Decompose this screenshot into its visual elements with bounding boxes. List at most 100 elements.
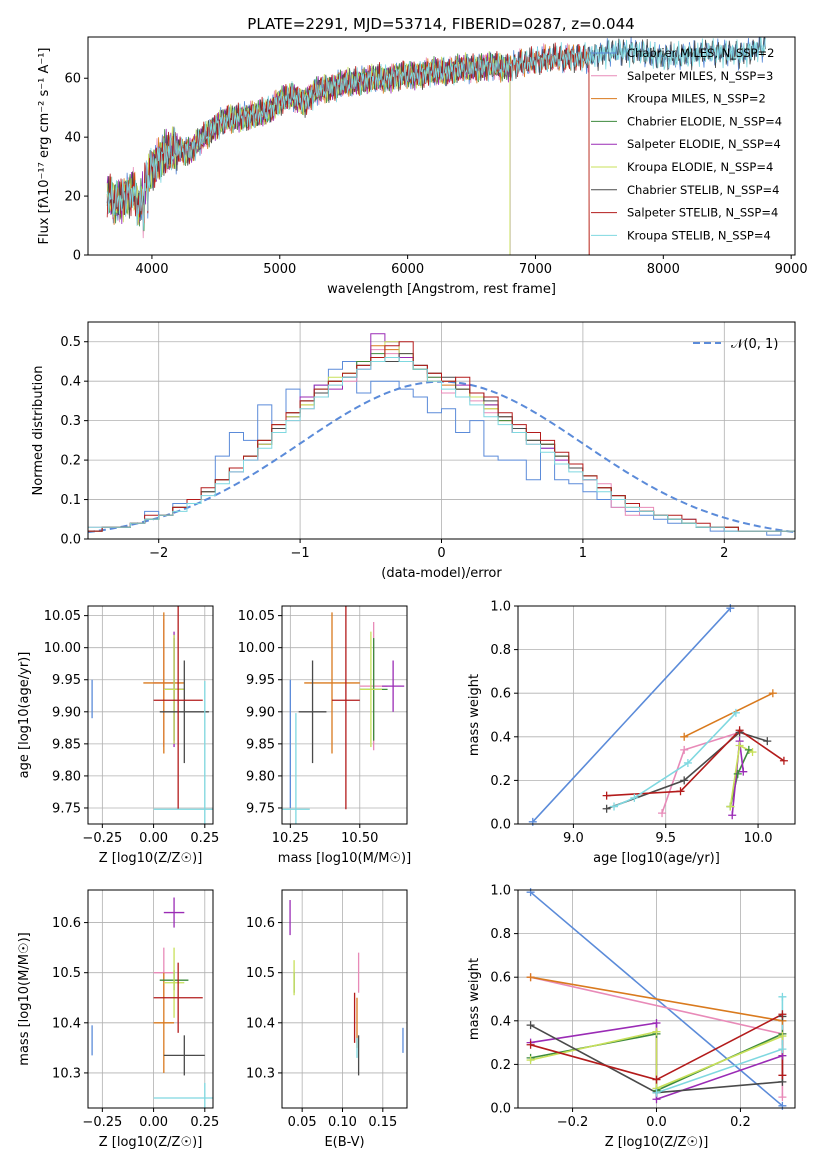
y-tick-label: 0.4 xyxy=(490,1014,511,1029)
y-tick-label: 40 xyxy=(64,131,81,146)
y-tick-label: 9.85 xyxy=(52,737,81,752)
weight-marker xyxy=(526,973,535,982)
y-tick-label: 0.2 xyxy=(490,774,511,789)
x-tick-label: 0.10 xyxy=(328,1115,357,1130)
errorbar-point xyxy=(163,1035,205,1076)
y-axis-label: Normed distribution xyxy=(31,366,46,496)
weight-marker xyxy=(610,802,619,811)
legend-label: Salpeter MILES, N_SSP=3 xyxy=(627,69,773,83)
weight-line xyxy=(683,692,774,738)
x-axis-label: mass [log10(M/M☉)] xyxy=(278,851,411,866)
plot-area xyxy=(91,606,213,824)
legend-label: Kroupa ELODIE, N_SSP=4 xyxy=(627,160,773,174)
errorbar-point xyxy=(163,897,185,928)
x-tick-label: 10.25 xyxy=(272,831,309,846)
axes-frame xyxy=(517,605,796,825)
panel-ebv-mass: 0.05 0.10 0.15 10.3 10.4 10.5 10.6 E(B-V) xyxy=(246,889,408,1150)
weight-marker xyxy=(602,804,611,813)
y-tick-label: 0.6 xyxy=(490,687,511,702)
y-tick-label: 9.95 xyxy=(52,673,81,688)
x-tick-label: 1 xyxy=(579,546,587,561)
errorbar-point xyxy=(298,660,327,764)
y-tick-label: 0.4 xyxy=(60,375,81,390)
y-tick-label: 0.4 xyxy=(490,730,511,745)
weight-marker xyxy=(683,758,692,767)
y-tick-label: 10.5 xyxy=(52,966,81,981)
y-tick-label: 9.95 xyxy=(246,673,275,688)
plot-area xyxy=(532,607,785,823)
weight-marker xyxy=(680,776,689,785)
weight-marker xyxy=(763,737,772,746)
y-tick-label: 0.0 xyxy=(490,818,511,833)
y-tick-label: 10.5 xyxy=(246,966,275,981)
y-tick-label: 1.0 xyxy=(490,600,511,615)
x-tick-label: 4000 xyxy=(135,262,168,277)
axes-frame xyxy=(281,889,408,1109)
x-tick-label: 9.5 xyxy=(655,831,676,846)
weight-line xyxy=(606,731,768,810)
y-tick-label: 9.80 xyxy=(52,769,81,784)
plot-area xyxy=(289,900,404,1076)
y-tick-label: 0.1 xyxy=(60,493,81,508)
y-tick-label: 9.85 xyxy=(246,737,275,752)
plot-area xyxy=(282,606,405,824)
errorbar-point xyxy=(143,612,185,754)
weight-marker xyxy=(778,1093,787,1102)
x-tick-label: 5000 xyxy=(263,262,296,277)
weight-line xyxy=(530,1030,783,1090)
x-axis-label: Z [log10(Z/Z☉)] xyxy=(99,851,203,866)
y-tick-label: 9.80 xyxy=(246,769,275,784)
weight-marker xyxy=(652,1018,661,1027)
errorbar-point xyxy=(382,660,405,712)
y-axis-label: mass weight xyxy=(467,958,482,1040)
x-tick-label: 0 xyxy=(437,546,445,561)
axes-frame xyxy=(281,605,408,825)
y-tick-label: 1.0 xyxy=(490,884,511,899)
x-tick-label: 0.25 xyxy=(190,831,219,846)
weight-marker xyxy=(779,756,788,765)
weight-marker xyxy=(726,802,735,811)
panel-residuals: −2 −1 0 1 2 0.0 0.1 0.2 0.3 0.4 0.5 (data-model)/er… xyxy=(31,321,796,581)
weight-marker xyxy=(735,741,744,750)
x-tick-label: −1 xyxy=(291,546,310,561)
y-tick-label: 0.5 xyxy=(60,335,81,350)
weight-marker xyxy=(748,748,757,757)
y-tick-label: 10.3 xyxy=(246,1066,275,1081)
histogram-step-line xyxy=(88,357,795,532)
legend-label: Chabrier MILES, N_SSP=2 xyxy=(627,46,774,60)
weight-line xyxy=(606,729,785,797)
weight-marker xyxy=(526,1021,535,1030)
y-axis-label: mass [log10(M/M☉)] xyxy=(17,932,32,1065)
weight-line xyxy=(532,607,731,823)
axes-frame xyxy=(517,889,796,1109)
panel-z-weight: −0.2 0.0 0.2 0.0 0.2 0.4 0.6 0.8 1.0 Z [log10(Z/Z… xyxy=(467,884,796,1150)
x-axis-label: wavelength [Angstrom, rest frame] xyxy=(327,282,556,297)
panel-age-weight: 9.0 9.5 10.0 0.0 0.2 0.4 0.6 0.8 1.0 age [log10(a… xyxy=(467,600,796,866)
legend-label: Salpeter STELIB, N_SSP=4 xyxy=(627,206,778,220)
panel-z-mass: −0.25 0.00 0.25 10.3 10.4 10.5 10.6 Z [log10(Z/… xyxy=(17,889,219,1150)
errorbar-point xyxy=(163,947,185,1018)
weight-marker xyxy=(680,745,689,754)
errorbar-point xyxy=(163,634,185,744)
y-tick-label: 9.90 xyxy=(246,705,275,720)
y-tick-label: 10.3 xyxy=(52,1066,81,1081)
y-tick-label: 0.3 xyxy=(60,414,81,429)
x-tick-label: 0.2 xyxy=(730,1115,751,1130)
x-tick-label: 10.50 xyxy=(341,831,378,846)
weight-marker xyxy=(778,1045,787,1054)
y-tick-label: 20 xyxy=(64,190,81,205)
y-tick-label: 0.2 xyxy=(490,1058,511,1073)
x-axis-label: Z [log10(Z/Z☉)] xyxy=(605,1135,709,1150)
y-tick-label: 0.2 xyxy=(60,454,81,469)
axes-frame xyxy=(87,889,214,1109)
axes-frame xyxy=(87,605,214,825)
x-tick-label: 0.15 xyxy=(368,1115,397,1130)
errorbar-point xyxy=(332,606,360,810)
figure-title: PLATE=2291, MJD=53714, FIBERID=0287, z=0… xyxy=(247,15,634,33)
x-tick-label: 0.00 xyxy=(139,831,168,846)
weight-marker xyxy=(778,992,787,1001)
x-tick-label: −0.2 xyxy=(557,1115,589,1130)
errorbar-point xyxy=(153,972,175,1073)
x-tick-label: −0.25 xyxy=(82,1115,122,1130)
